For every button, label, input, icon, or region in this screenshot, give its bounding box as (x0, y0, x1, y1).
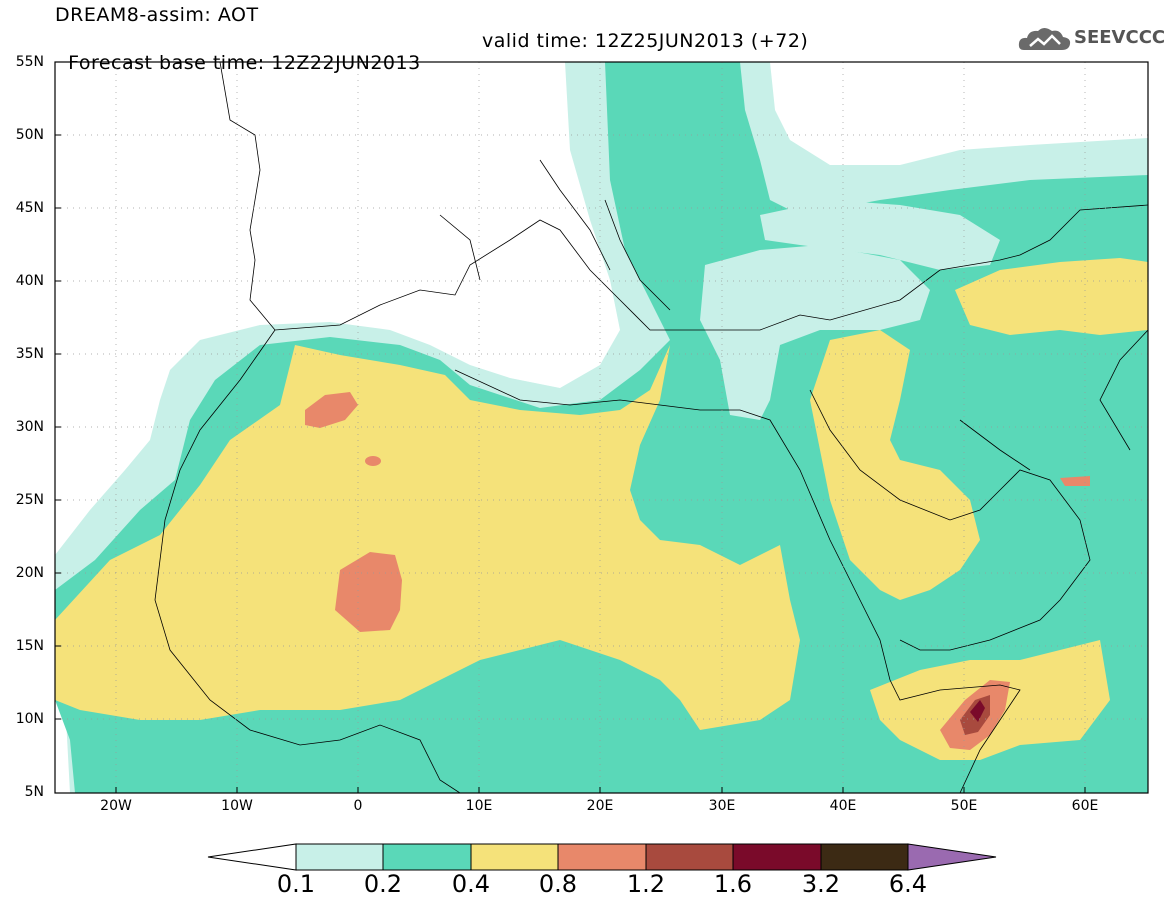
aot-band-0.1-med (700, 245, 930, 420)
colorbar-bin-7 (820, 843, 909, 871)
lat-label-25n: 25N (15, 492, 44, 508)
graticule (55, 62, 1148, 793)
colorbar-label-0.1: 0.1 (276, 870, 316, 898)
cloud-logo-icon (1018, 28, 1071, 50)
lat-label-20n: 20N (15, 565, 44, 581)
colorbar-bin-3 (470, 843, 559, 871)
aot-band-0.4-arabia (810, 330, 980, 600)
aot-band-0.4-iran (955, 258, 1148, 335)
lat-label-30n: 30N (15, 419, 44, 435)
axis-ticks (55, 134, 1086, 793)
aot-band-0.8-spot (365, 456, 381, 466)
colorbar-bin-2 (382, 843, 472, 871)
base-time-text: Forecast base time: 12Z22JUN2013 (68, 52, 421, 74)
lon-label-10e: 10E (465, 798, 493, 814)
lat-label-35n: 35N (15, 346, 44, 362)
colorbar-bin-4 (557, 843, 647, 871)
aot-band-0.8-morocco (305, 392, 358, 428)
aot-band-0.8-oman (1060, 476, 1090, 486)
colorbar-bin-6 (732, 843, 822, 871)
aot-band-1.6-somalia (970, 700, 985, 722)
lon-label-60e: 60E (1071, 798, 1099, 814)
colorbar-bin-5 (645, 843, 734, 871)
aot-field (55, 62, 1148, 793)
colorbar-label-0.4: 0.4 (451, 870, 491, 898)
seevccc-logo: SEEVCCC (1016, 22, 1165, 56)
colorbar (207, 843, 997, 871)
aot-band-0.1-caucasus (760, 200, 1000, 270)
colorbar-low-arrow (207, 843, 297, 871)
colorbar-label-0.2: 0.2 (363, 870, 403, 898)
lon-label-20e: 20E (586, 798, 614, 814)
colorbar-high-arrow (907, 843, 997, 871)
lon-label-40e: 40E (829, 798, 857, 814)
lon-label-30e: 30E (708, 798, 736, 814)
forecast-base-time: Forecast base time: 12Z22JUN2013 valid t… (55, 30, 808, 96)
lon-label-20w: 20W (100, 798, 132, 814)
colorbar-label-0.8: 0.8 (538, 870, 578, 898)
aot-band-0.4-sahara (55, 345, 800, 730)
aot-band-0.8-mali (335, 552, 402, 632)
lat-label-45n: 45N (15, 200, 44, 216)
lat-label-50n: 50N (15, 127, 44, 143)
colorbar-bin-1 (295, 843, 384, 871)
coastlines (154, 62, 1148, 793)
lon-label-10w: 10W (221, 798, 253, 814)
lon-label-50e: 50E (950, 798, 978, 814)
lon-label-0: 0 (353, 798, 363, 814)
lat-label-5n: 5N (24, 784, 44, 800)
lat-label-15n: 15N (15, 638, 44, 654)
valid-time-text: valid time: 12Z25JUN2013 (+72) (482, 30, 809, 52)
colorbar-label-1.6: 1.6 (713, 870, 753, 898)
colorbar-label-1.2: 1.2 (626, 870, 666, 898)
lat-label-10n: 10N (15, 711, 44, 727)
lat-label-55n: 55N (15, 54, 44, 70)
colorbar-label-6.4: 6.4 (888, 870, 928, 898)
map-title: DREAM8-assim: AOT (55, 4, 259, 26)
colorbar-label-3.2: 3.2 (801, 870, 841, 898)
lat-label-40n: 40N (15, 273, 44, 289)
logo-text: SEEVCCC (1074, 27, 1165, 48)
